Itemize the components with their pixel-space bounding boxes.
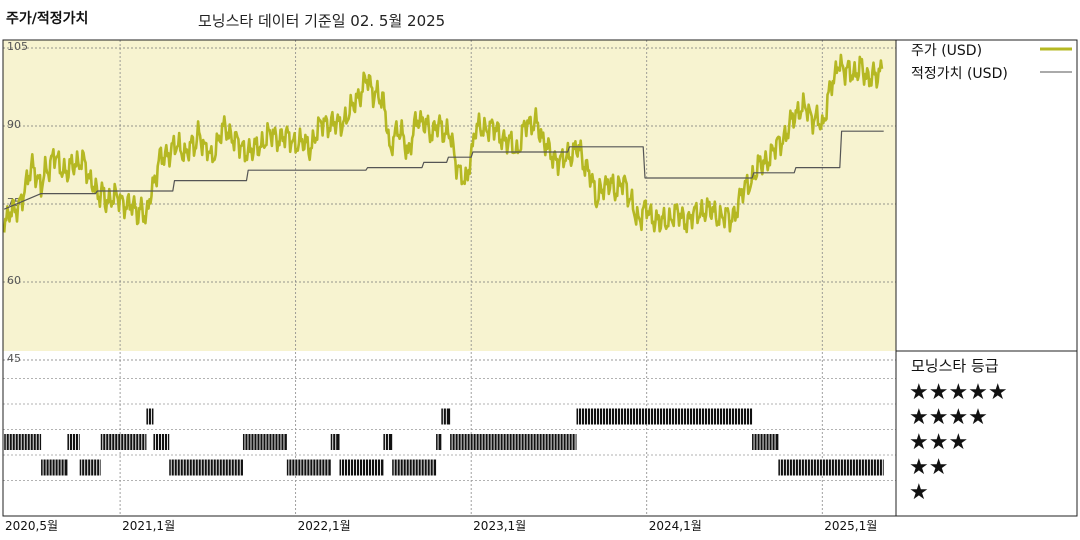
rating-segment-2: [67, 434, 80, 450]
price-panel: [3, 40, 896, 351]
y-tick-label-45: 45: [7, 352, 21, 365]
rating-segment-0: [4, 434, 42, 450]
chart-grid: [2, 40, 896, 516]
rating-bars: [4, 408, 884, 476]
legend-price-label: 주가 (USD): [911, 43, 982, 59]
stars-3: ★★★: [909, 430, 968, 455]
rating-segment-1: [41, 459, 68, 476]
rating-segment-18: [752, 434, 779, 450]
fair-value-series-line: [3, 130, 884, 210]
chart-title: 주가/적정가치: [6, 10, 88, 27]
stars-4: ★★★★: [909, 405, 988, 430]
rating-segment-3: [79, 459, 101, 476]
series-layer: [2, 53, 884, 234]
stars-5: ★★★★★: [909, 380, 1008, 405]
rating-segment-11: [339, 459, 384, 476]
y-tick-label-60: 60: [7, 274, 21, 287]
y-tick-label-105: 105: [7, 40, 28, 53]
chart-subtitle: 모닝스타 데이터 기준일 02. 5월 2025: [198, 12, 445, 30]
rating-segment-8: [242, 434, 287, 450]
rating-segment-12: [383, 434, 393, 450]
x-tick-label-1: 2021,1월: [122, 519, 175, 533]
x-tick-label-5: 2025,1월: [824, 519, 877, 533]
rating-segment-16: [450, 434, 577, 450]
rating-segment-5: [146, 408, 154, 425]
rating-segment-10: [330, 434, 340, 450]
rating-segment-17: [576, 408, 753, 425]
rating-segment-9: [286, 459, 331, 476]
rating-segment-13: [392, 459, 437, 476]
y-tick-label-90: 90: [7, 118, 21, 131]
rating-segment-14: [436, 434, 442, 450]
legend-fair-label: 적정가치 (USD): [911, 66, 1008, 82]
price-series-line: [2, 53, 884, 234]
rating-segment-4: [100, 434, 147, 450]
rating-title: 모닝스타 등급: [911, 357, 999, 375]
rating-segment-15: [441, 408, 451, 425]
x-tick-label-4: 2024,1월: [649, 519, 702, 533]
rating-segment-6: [153, 434, 170, 450]
x-tick-label-0: 2020,5월: [5, 519, 58, 533]
rating-segment-7: [169, 459, 243, 476]
x-tick-label-3: 2023,1월: [473, 519, 526, 533]
rating-segment-19: [778, 459, 884, 476]
rating-panel: [3, 351, 896, 516]
x-tick-label-2: 2022,1월: [298, 519, 351, 533]
stars-2: ★★: [909, 455, 948, 480]
stars-1: ★: [909, 480, 929, 505]
legend-frame: [895, 39, 1078, 517]
x-tick-labels: 2020,5월 2021,1월 2022,1월 2023,1월 2024,1월 2025,…: [5, 519, 877, 533]
